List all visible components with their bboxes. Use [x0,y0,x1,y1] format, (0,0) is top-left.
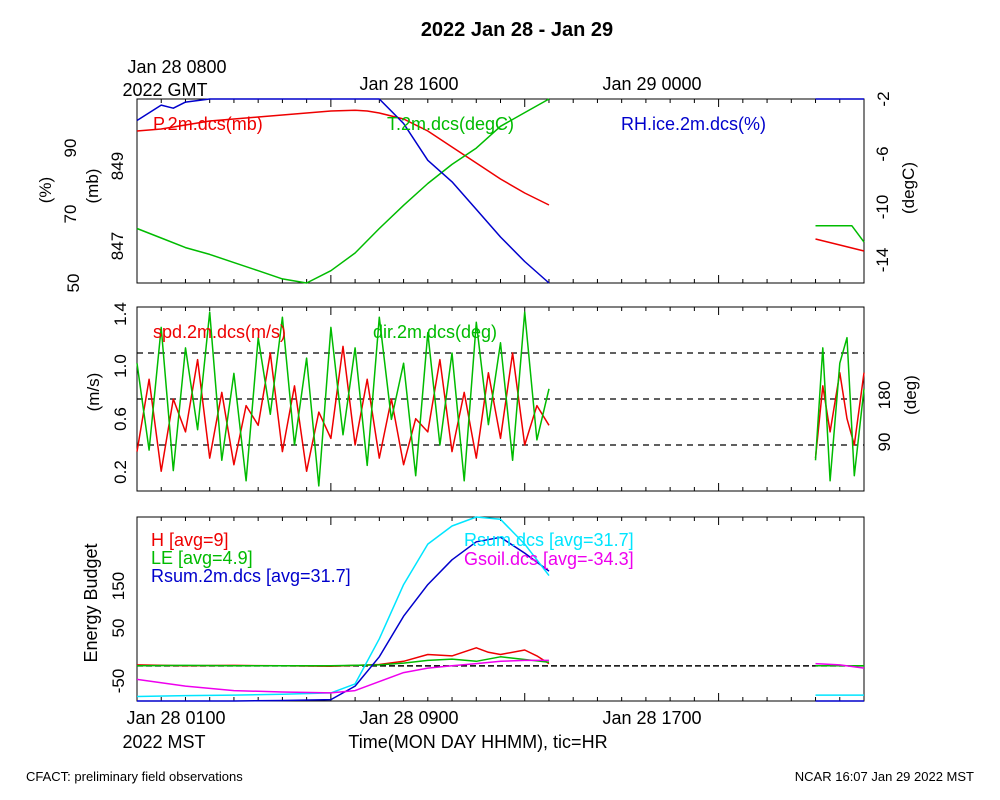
rh-tick-label-90: 90 [61,139,80,158]
bottom-axis-label-1: Jan 28 0900 [359,708,458,728]
legend-rsum: Rsum.dcs [avg=31.7] [464,530,634,550]
legend-direction: dir.2m.dcs(deg) [373,322,497,342]
bottom-series-0-segment-0 [136,647,550,668]
legend-speed: spd.2m.dcs(m/s) [153,322,286,342]
series-layer [136,98,865,702]
top-axis-label-1: Jan 28 1600 [359,74,458,94]
temp-tick-label-m10: -10 [873,195,892,220]
x-axis-title: Time(MON DAY HHMM), tic=HR [348,732,607,752]
bottom-axis-label-2: Jan 28 1700 [602,708,701,728]
bottom-series-2-segment-0 [137,536,550,702]
legend-temperature: T.2m.dcs(degC) [387,114,514,134]
reference-lines [137,352,864,667]
top-series-0-segment-0 [136,109,550,206]
footer-right: NCAR 16:07 Jan 29 2022 MST [795,769,974,784]
middle-series-1-segment-1 [814,336,865,482]
energy-tick-label-150: 150 [109,572,128,600]
legend-gsoil: Gsoil.dcs [avg=-34.3] [464,549,634,569]
speed-tick-label-1-4: 1.4 [111,302,130,326]
energy-tick-label-m50: -50 [109,669,128,694]
energy-tick-label-50: 50 [109,619,128,638]
top-axis-sublabel-0: 2022 GMT [122,80,207,100]
dir-tick-label-180: 180 [875,381,894,409]
top-series-0-segment-1 [815,238,865,252]
middle-series-1-segment-0 [136,311,550,487]
bottom-series-1-segment-0 [136,656,550,667]
footer-left: CFACT: preliminary field observations [26,769,243,784]
speed-tick-label-1-0: 1.0 [111,354,130,378]
temp-tick-label-m2: -2 [874,91,893,106]
temp-tick-label-m14: -14 [873,248,892,273]
top-series-1-segment-1 [815,225,865,243]
rh-tick-label-70: 70 [61,205,80,224]
top-axis-label-2: Jan 29 0000 [602,74,701,94]
top-axis-label-0: Jan 28 0800 [127,57,226,77]
middle-series-0-segment-0 [136,345,550,473]
rh-axis-unit: (%) [36,177,55,203]
temp-tick-label-m6: -6 [873,146,892,161]
bottom-series-4-segment-0 [136,659,549,694]
bottom-axis-label-0: Jan 28 0100 [126,708,225,728]
axis-ticks [136,99,865,701]
speed-tick-label-0-6: 0.6 [111,407,130,431]
bottom-series-4-segment-1 [815,662,865,669]
temp-axis-unit: (degC) [899,162,918,214]
energy-axis-label: Energy Budget [81,543,101,662]
pressure-tick-label-847: 847 [108,232,127,260]
bottom-series-3-segment-0 [136,516,550,698]
rh-tick-label-50: 50 [64,274,83,293]
dir-tick-label-90: 90 [875,433,894,452]
legend-rh: RH.ice.2m.dcs(%) [621,114,766,134]
legend-rsum-2m: Rsum.2m.dcs [avg=31.7] [151,566,351,586]
legend-le: LE [avg=4.9] [151,548,253,568]
pressure-tick-label-849: 849 [108,152,127,180]
legend-pressure: P.2m.dcs(mb) [153,114,263,134]
top-series-1-segment-0 [136,98,550,284]
speed-axis-unit: (m/s) [84,373,103,412]
pressure-axis-unit: (mb) [83,169,102,204]
dir-axis-unit: (deg) [901,375,920,415]
speed-tick-label-0-2: 0.2 [111,460,130,484]
top-series-2-segment-0 [136,98,550,284]
middle-series-0-segment-1 [814,371,865,459]
legend-h: H [avg=9] [151,530,229,550]
bottom-axis-sublabel-0: 2022 MST [122,732,205,752]
chart-title: 2022 Jan 28 - Jan 29 [421,19,613,41]
